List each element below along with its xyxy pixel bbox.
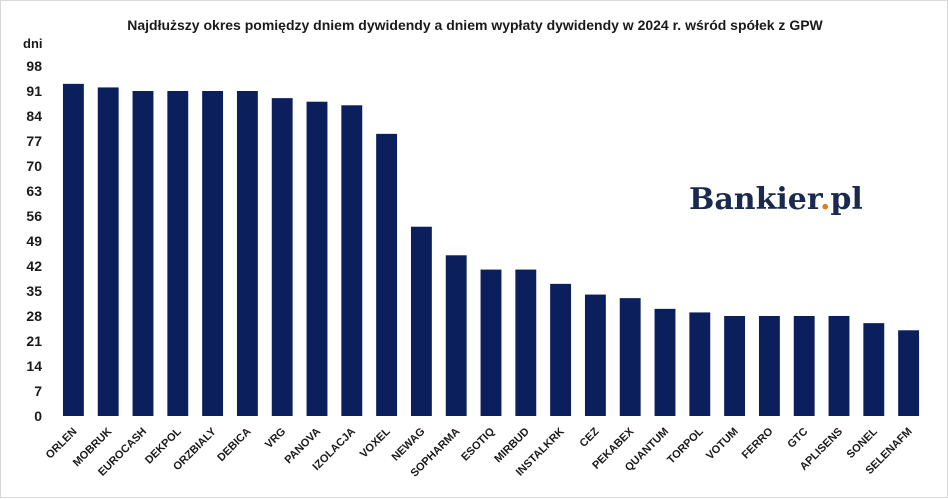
bar bbox=[306, 101, 328, 416]
x-tick-label: CEZ bbox=[577, 425, 601, 449]
bar bbox=[515, 269, 537, 416]
y-tick-label: 21 bbox=[26, 333, 42, 349]
bars-group bbox=[62, 83, 920, 417]
y-tick-label: 77 bbox=[26, 133, 42, 149]
bar bbox=[550, 283, 572, 416]
x-tick-label: VRG bbox=[263, 426, 288, 451]
bar bbox=[758, 316, 780, 416]
y-tick-label: 14 bbox=[26, 358, 42, 374]
y-tick-label: 28 bbox=[26, 308, 42, 324]
bar bbox=[445, 255, 467, 416]
x-tick-label: TORPOL bbox=[665, 425, 706, 466]
bar bbox=[689, 312, 711, 416]
bar bbox=[167, 91, 189, 416]
bar bbox=[863, 323, 885, 416]
y-tick-label: 98 bbox=[26, 58, 42, 74]
y-tick-label: 35 bbox=[26, 283, 42, 299]
bar bbox=[410, 226, 432, 416]
bar bbox=[584, 294, 606, 416]
bar bbox=[898, 330, 920, 416]
brand-tld: pl bbox=[830, 182, 862, 217]
brand-dot: . bbox=[820, 182, 830, 217]
bar bbox=[132, 91, 154, 416]
bar bbox=[376, 133, 398, 416]
bar bbox=[62, 83, 84, 416]
bar bbox=[793, 316, 815, 416]
bar bbox=[480, 269, 502, 416]
y-tick-label: 49 bbox=[26, 233, 42, 249]
x-tick-label: FERRO bbox=[740, 425, 776, 461]
y-tick-label: 91 bbox=[26, 83, 42, 99]
brand-name: Bankier bbox=[689, 182, 824, 217]
bar bbox=[236, 91, 258, 416]
y-tick-label: 42 bbox=[26, 258, 42, 274]
y-tick-label: 70 bbox=[26, 158, 42, 174]
y-tick-label: 7 bbox=[34, 383, 42, 399]
bar bbox=[202, 91, 224, 416]
bar bbox=[341, 105, 363, 417]
x-tick-label: GTC bbox=[785, 426, 810, 451]
y-axis-ticks: 0 7 14 21 28 35 42 49 56 63 70 77 84 91 98 bbox=[26, 58, 42, 424]
bar bbox=[619, 298, 641, 416]
bar bbox=[654, 308, 676, 416]
y-tick-label: 56 bbox=[26, 208, 42, 224]
x-tick-label: VOTUM bbox=[704, 426, 741, 463]
bar bbox=[271, 98, 293, 417]
x-tick-label: VOXEL bbox=[358, 425, 393, 460]
y-tick-label: 63 bbox=[26, 183, 42, 199]
x-tick-label: SONEL bbox=[845, 425, 880, 460]
y-axis-unit-label: dni bbox=[23, 36, 43, 51]
chart-title: Najdłuższy okres pomiędzy dniem dywidend… bbox=[127, 17, 823, 33]
bar bbox=[724, 316, 746, 416]
y-tick-label: 0 bbox=[34, 408, 42, 424]
x-tick-label: DEBICA bbox=[215, 426, 253, 464]
brand-logo: Bankier.pl bbox=[689, 182, 863, 217]
x-tick-label: ESOTIQ bbox=[459, 425, 497, 463]
y-tick-label: 84 bbox=[26, 108, 42, 124]
bar bbox=[828, 316, 850, 416]
bar bbox=[97, 87, 119, 416]
